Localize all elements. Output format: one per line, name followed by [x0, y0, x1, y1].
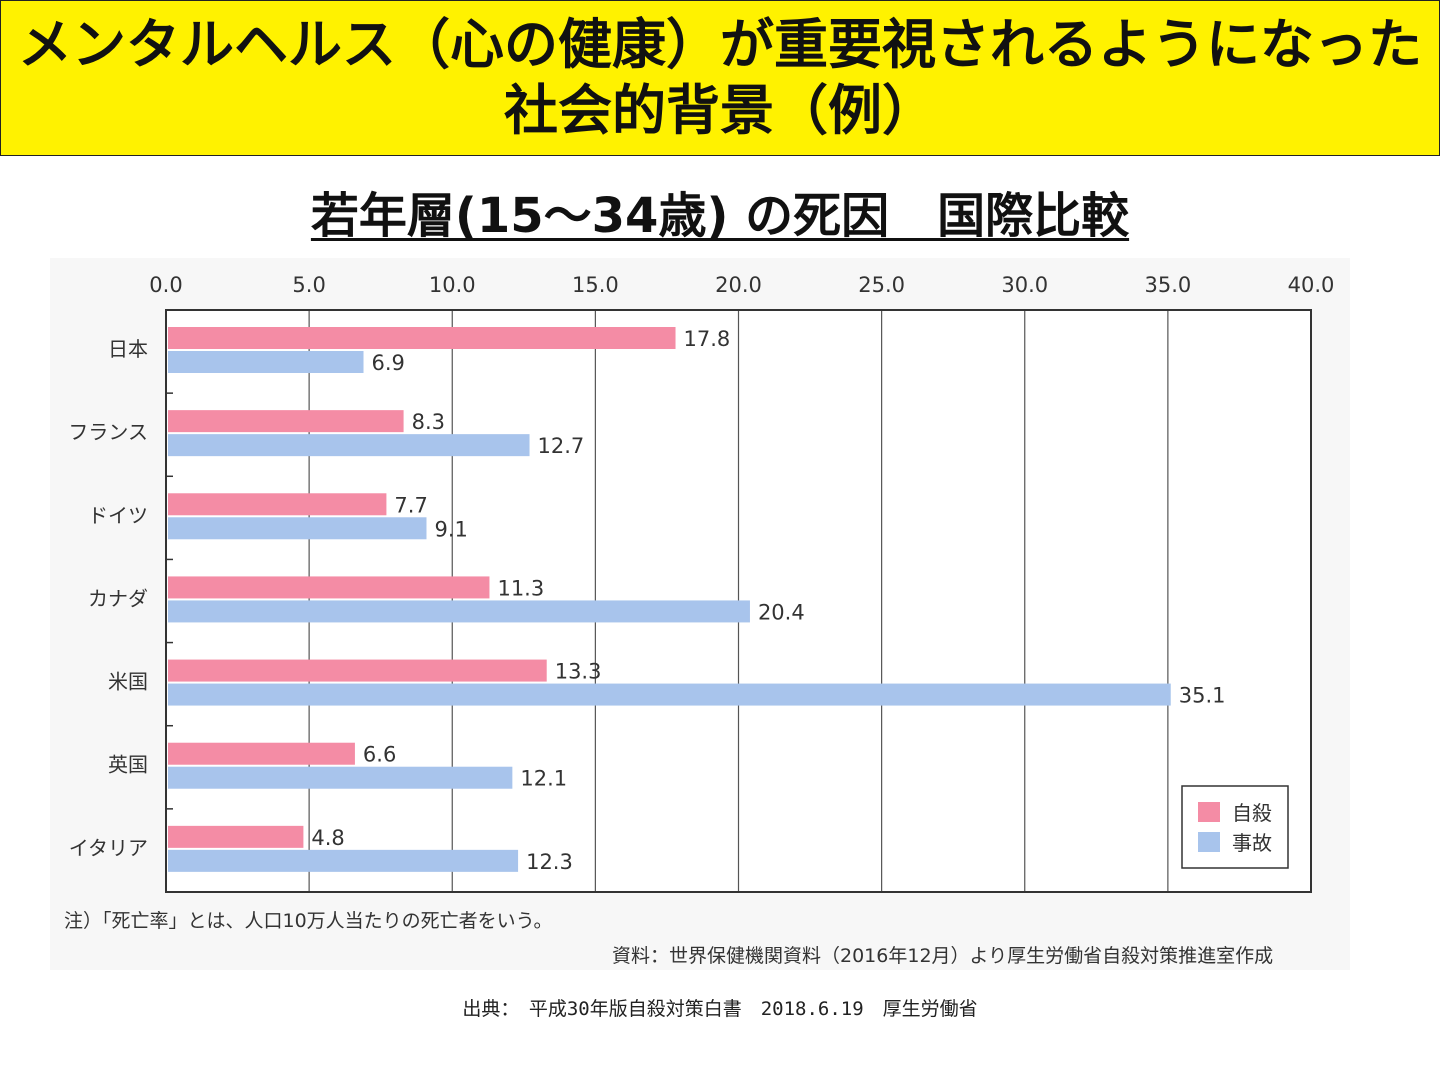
bar-accident — [168, 517, 427, 540]
x-tick-label: 0.0 — [149, 273, 182, 297]
x-tick-label: 10.0 — [429, 273, 476, 297]
bar-accident — [168, 849, 519, 872]
chart-title: 若年層(15～34歳) の死因 国際比較 — [310, 188, 1130, 244]
legend-swatch — [1198, 832, 1220, 852]
chart-source: 資料：世界保健機関資料（2016年12月）より厚生労働省自殺対策推進室作成 — [612, 945, 1274, 967]
data-label: 8.3 — [412, 410, 445, 434]
chart-panel: 0.0 5.0 10.0 15.0 20.0 25.0 30.0 35.0 40.0 日本 17.8… — [50, 258, 1350, 970]
bar-accident — [168, 600, 750, 623]
bar-suicide — [168, 493, 387, 516]
data-label: 13.3 — [555, 660, 602, 684]
x-tick-label: 20.0 — [715, 273, 762, 297]
x-tick-label: 25.0 — [858, 273, 905, 297]
x-tick-label: 40.0 — [1288, 273, 1335, 297]
category-label: 日本 — [108, 337, 148, 361]
bar-accident — [168, 351, 364, 373]
data-label: 20.4 — [758, 600, 805, 624]
x-tick-label: 5.0 — [292, 273, 325, 297]
bar-accident — [168, 434, 530, 457]
bar-suicide — [168, 659, 547, 682]
category-label: フランス — [68, 420, 148, 444]
data-label: 12.7 — [538, 434, 585, 458]
data-label: 17.8 — [684, 327, 731, 351]
bar-suicide — [168, 825, 304, 848]
chart-note: 注）「死亡率」とは、人口10万人当たりの死亡者をいう。 — [64, 910, 553, 932]
category-label: カナダ — [88, 586, 148, 610]
header-banner: メンタルヘルス（心の健康）が重要視されるようになった 社会的背景（例） — [0, 0, 1440, 156]
bar-accident — [168, 683, 1171, 706]
bar-chart: 0.0 5.0 10.0 15.0 20.0 25.0 30.0 35.0 40.0 日本 17.8… — [68, 273, 1335, 893]
data-label: 6.9 — [372, 351, 405, 375]
plot-border — [165, 309, 1312, 893]
bar-suicide — [168, 742, 355, 765]
bar-accident — [168, 766, 513, 789]
x-tick-label: 35.0 — [1144, 273, 1191, 297]
category-label: ドイツ — [88, 503, 148, 527]
category-label: 英国 — [108, 753, 148, 777]
legend-label: 事故 — [1232, 831, 1272, 855]
data-label: 35.1 — [1179, 684, 1226, 708]
data-label: 12.3 — [526, 850, 573, 874]
data-label: 6.6 — [363, 743, 396, 767]
bar-suicide — [168, 410, 404, 433]
legend-label: 自殺 — [1232, 801, 1272, 825]
category-label: 米国 — [108, 670, 148, 694]
data-label: 4.8 — [311, 826, 344, 850]
chart-title-wrap: 若年層(15～34歳) の死因 国際比較 — [0, 176, 1440, 246]
legend-swatch — [1198, 802, 1220, 822]
data-label: 9.1 — [434, 517, 467, 541]
data-label: 11.3 — [497, 576, 544, 600]
bar-suicide — [168, 576, 490, 599]
credit-line: 出典： 平成30年版自殺対策白書 2018.6.19 厚生労働省 — [462, 998, 978, 1020]
data-label: 7.7 — [394, 493, 427, 517]
x-tick-label: 15.0 — [572, 273, 619, 297]
category-label: イタリア — [69, 836, 148, 860]
banner-title-line2: 社会的背景（例） — [504, 79, 936, 142]
banner-title-line1: メンタルヘルス（心の健康）が重要視されるようになった — [18, 13, 1422, 76]
data-label: 12.1 — [520, 767, 567, 791]
bar-suicide — [168, 327, 676, 349]
legend-box — [1181, 785, 1289, 869]
x-tick-label: 30.0 — [1001, 273, 1048, 297]
